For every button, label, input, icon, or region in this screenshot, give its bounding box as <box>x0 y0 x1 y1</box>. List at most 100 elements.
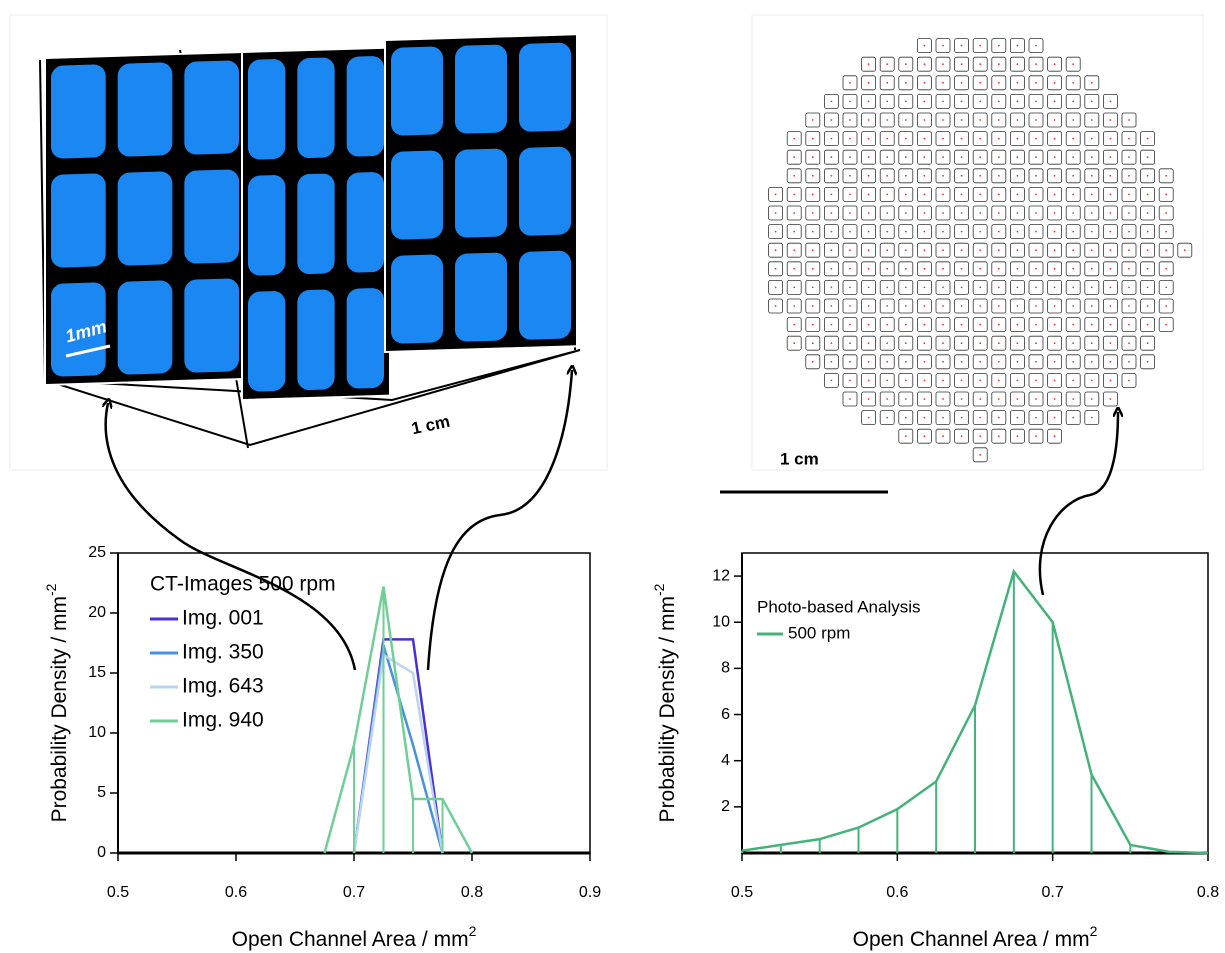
photo-center <box>961 101 963 103</box>
photo-center <box>793 194 795 196</box>
photo-center <box>831 101 833 103</box>
x-tick-label: 0.9 <box>579 884 601 901</box>
photo-center <box>868 194 870 196</box>
photo-center <box>1072 398 1074 400</box>
ct-channel <box>184 169 239 264</box>
photo-center <box>886 175 888 177</box>
photo-center <box>905 435 907 437</box>
photo-center <box>1128 194 1130 196</box>
photo-center <box>979 82 981 84</box>
photo-center <box>1072 175 1074 177</box>
photo-center <box>998 194 1000 196</box>
photo-center <box>812 305 814 307</box>
y-tick-label: 25 <box>88 544 106 561</box>
photo-center <box>775 249 777 251</box>
photo-center <box>942 380 944 382</box>
photo-center <box>961 361 963 363</box>
ct-channel <box>455 148 507 238</box>
photo-center <box>849 119 851 121</box>
photo-center <box>1147 138 1149 140</box>
photo-center <box>1035 249 1037 251</box>
photo-center <box>1072 119 1074 121</box>
photo-center <box>1110 268 1112 270</box>
photo-center <box>812 231 814 233</box>
x-tick-label: 0.7 <box>1042 884 1064 901</box>
ct-channel <box>51 64 106 159</box>
photo-center <box>886 212 888 214</box>
photo-center <box>1128 305 1130 307</box>
photo-center <box>1147 324 1149 326</box>
photo-center <box>793 287 795 289</box>
y-tick-label: 15 <box>88 664 106 681</box>
photo-center <box>1091 380 1093 382</box>
photo-center <box>1128 249 1130 251</box>
photo-center <box>1091 342 1093 344</box>
photo-center <box>1017 380 1019 382</box>
photo-center <box>1110 324 1112 326</box>
photo-center <box>849 249 851 251</box>
ct-image <box>10 15 607 470</box>
photo-center <box>1110 380 1112 382</box>
photo-center <box>1147 156 1149 158</box>
photo-center <box>849 194 851 196</box>
photo-center <box>886 361 888 363</box>
photo-center <box>905 119 907 121</box>
photo-center <box>1091 231 1093 233</box>
photo-center <box>886 231 888 233</box>
legend-title: CT-Images 500 rpm <box>150 573 336 596</box>
photo-center <box>924 212 926 214</box>
photo-center <box>1110 194 1112 196</box>
photo-center <box>886 138 888 140</box>
x-tick-label: 0.5 <box>107 884 129 901</box>
photo-center <box>998 435 1000 437</box>
photo-center <box>942 342 944 344</box>
photo-center <box>1035 138 1037 140</box>
photo-center <box>831 268 833 270</box>
photo-center <box>1035 175 1037 177</box>
photo-center <box>998 342 1000 344</box>
photo-center <box>924 101 926 103</box>
x-tick-label: 0.6 <box>225 884 247 901</box>
photo-center <box>1017 194 1019 196</box>
photo-center <box>998 324 1000 326</box>
photo-center <box>961 212 963 214</box>
photo-center <box>868 175 870 177</box>
photo-center <box>1072 249 1074 251</box>
photo-center <box>924 175 926 177</box>
photo-center <box>849 380 851 382</box>
photo-center <box>1072 101 1074 103</box>
photo-center <box>831 380 833 382</box>
photo-center <box>979 361 981 363</box>
legend-title: Photo-based Analysis <box>757 597 921 616</box>
photo-center <box>849 175 851 177</box>
photo-center <box>1147 361 1149 363</box>
photo-center <box>1128 380 1130 382</box>
photo-center <box>905 305 907 307</box>
photo-center <box>942 398 944 400</box>
photo-center <box>998 268 1000 270</box>
photo-center <box>886 287 888 289</box>
photo-center <box>886 82 888 84</box>
ct-channel <box>248 59 285 160</box>
photo-center <box>886 417 888 419</box>
photo-center <box>905 231 907 233</box>
x-tick-label: 0.8 <box>1197 884 1219 901</box>
ct-panel <box>242 48 390 400</box>
photo-center <box>849 287 851 289</box>
photo-center <box>793 249 795 251</box>
photo-center <box>1091 287 1093 289</box>
photo-center <box>849 398 851 400</box>
photo-center <box>1054 324 1056 326</box>
photo-center <box>1017 138 1019 140</box>
x-tick-label: 0.8 <box>461 884 483 901</box>
ct-channel <box>297 289 334 390</box>
y-tick-label: 2 <box>721 798 730 815</box>
photo-center <box>831 249 833 251</box>
photo-center <box>868 101 870 103</box>
photo-center <box>1091 398 1093 400</box>
photo-center <box>793 324 795 326</box>
photo-center <box>886 249 888 251</box>
photo-center <box>924 305 926 307</box>
y-tick-label: 12 <box>712 567 730 584</box>
photo-center <box>961 119 963 121</box>
